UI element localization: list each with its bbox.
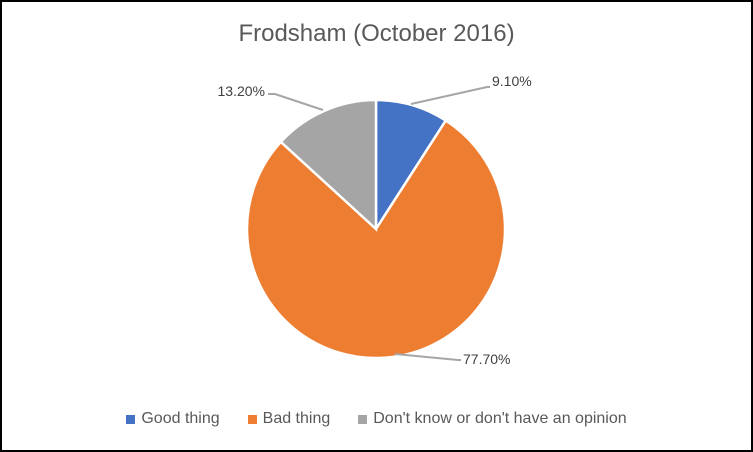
legend-swatch	[247, 414, 257, 424]
legend-label: Bad thing	[262, 410, 331, 427]
leader-line	[394, 353, 461, 361]
slice-bad-thing	[245, 118, 507, 360]
data-label: 9.10%	[492, 73, 532, 89]
legend-swatch	[358, 414, 368, 424]
slice-dont-know	[279, 98, 378, 232]
chart-title: Frodsham (October 2016)	[238, 20, 515, 47]
leader-line	[268, 93, 324, 111]
legend: Good thing Bad thing Don't know or don't…	[0, 410, 753, 428]
leader-line	[410, 86, 490, 105]
legend-label: Don't know or don't have an opinion	[373, 410, 627, 427]
legend-item-dont-know: Don't know or don't have an opinion	[358, 410, 627, 428]
legend-label: Good thing	[141, 410, 220, 427]
legend-item-good-thing: Good thing	[126, 410, 220, 428]
data-label: 13.20%	[218, 83, 265, 99]
data-label: 77.70%	[463, 351, 510, 367]
legend-item-bad-thing: Bad thing	[247, 410, 331, 428]
legend-swatch	[126, 414, 136, 424]
